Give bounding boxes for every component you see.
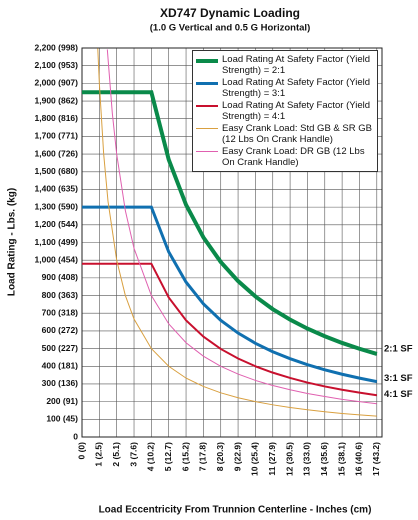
y-tick-label: 2,100 (953) [35,60,79,70]
annotation: 2:1 SF [384,343,413,354]
x-tick-label: 11 (27.9) [267,442,277,476]
y-tick-label: 900 (408) [42,272,79,282]
legend: Load Rating At Safety Factor (Yield Stre… [192,50,378,172]
legend-label: Easy Crank Load: DR GB (12 Lbs On Crank … [222,146,365,168]
x-tick-label: 17 (43.2) [371,442,381,476]
legend-swatch [196,128,218,129]
chart-subtitle: (1.0 G Vertical and 0.5 G Horizontal) [150,23,311,34]
x-tick-label: 9 (22.9) [232,442,242,471]
y-tick-label: 500 (227) [42,343,79,353]
x-tick-label: 8 (20.3) [215,442,225,471]
y-tick-label: 1,900 (862) [35,95,79,105]
y-tick-label: 1,000 (454) [35,254,79,264]
annotation: 4:1 SF [384,389,413,400]
x-tick-label: 5 (12.7) [163,442,173,471]
y-tick-label: 100 (45) [46,414,78,424]
y-tick-label: 1,800 (816) [35,113,79,123]
series-line [106,49,377,405]
series-line [82,205,378,384]
x-tick-label: 7 (17.8) [198,442,208,471]
legend-label: Load Rating At Safety Factor (Yield Stre… [222,100,371,122]
x-tick-label: 14 (35.6) [319,442,329,476]
plot-frame [81,47,383,438]
legend-swatch [196,151,218,152]
y-tick-label: 1,300 (590) [35,201,79,211]
series-line [82,90,378,356]
y-tick-label: 2,000 (907) [35,78,79,88]
legend-swatch [196,105,218,107]
legend-swatch [196,82,218,85]
y-tick-label: 400 (181) [42,361,79,371]
y-tick-label: 2,200 (998) [35,42,79,52]
x-tick-label: 10 (25.4) [250,442,260,476]
x-tick-label: 4 (10.2) [146,442,156,471]
legend-label: Load Rating At Safety Factor (Yield Stre… [222,54,371,76]
x-tick-label: 2 (5.1) [111,442,121,467]
y-tick-label: 0 [73,431,78,441]
y-tick-label: 600 (272) [42,325,79,335]
legend-label: Load Rating At Safety Factor (Yield Stre… [222,77,371,99]
legend-item: Easy Crank Load: Std GB & SR GB (12 Lbs … [196,123,374,145]
x-tick-label: 3 (7.6) [128,442,138,467]
legend-item: Load Rating At Safety Factor (Yield Stre… [196,100,374,122]
x-tick-label: 12 (30.5) [284,442,294,476]
y-axis-label: Load Rating - Lbs. (kg) [7,188,18,296]
legend-item: Load Rating At Safety Factor (Yield Stre… [196,54,374,76]
x-tick-label: 6 (15.2) [180,442,190,471]
x-tick-label: 1 (2.5) [94,442,104,467]
legend-label: Easy Crank Load: Std GB & SR GB (12 Lbs … [222,123,372,145]
legend-item: Load Rating At Safety Factor (Yield Stre… [196,77,374,99]
x-tick-label: 16 (40.6) [354,442,364,476]
series-line [82,262,377,397]
y-tick-label: 200 (91) [46,396,78,406]
y-tick-label: 1,200 (544) [35,219,79,229]
x-tick-label: 13 (33.0) [302,442,312,476]
y-tick-label: 800 (363) [42,290,79,300]
x-tick-label: 15 (38.1) [336,442,346,476]
y-tick-label: 1,400 (635) [35,184,79,194]
chart-title: XD747 Dynamic Loading [160,6,300,20]
series-line [97,48,377,417]
annotation: 3:1 SF [384,373,413,384]
legend-item: Easy Crank Load: DR GB (12 Lbs On Crank … [196,146,374,168]
y-tick-label: 700 (318) [42,307,79,317]
y-tick-label: 1,600 (726) [35,148,79,158]
x-axis-label: Load Eccentricity From Trunnion Centerli… [99,505,372,516]
y-tick-label: 1,100 (499) [35,237,79,247]
y-tick-label: 1,500 (680) [35,166,79,176]
y-tick-label: 1,700 (771) [35,131,79,141]
x-tick-label: 0 (0) [76,442,86,460]
legend-swatch [196,59,218,63]
y-tick-label: 300 (136) [42,378,79,388]
